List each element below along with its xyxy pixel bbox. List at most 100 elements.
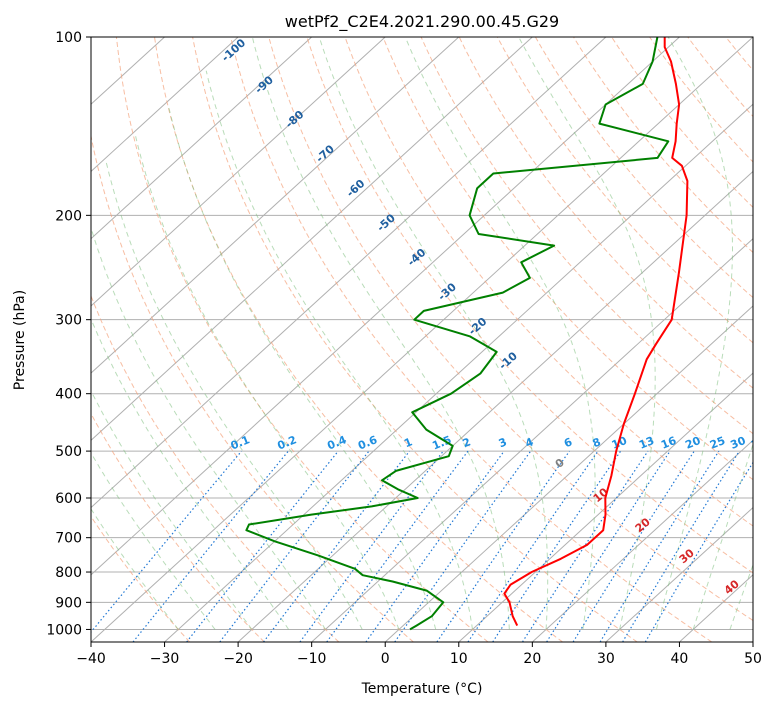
dry-adiabat [725, 37, 753, 72]
chart-title: wetPf2_C2E4.2021.290.00.45.G29 [285, 12, 559, 32]
dry-adiabat-label: -90 [252, 73, 276, 96]
x-tick-label: −20 [223, 651, 253, 667]
moist-adiabat [91, 317, 290, 630]
isotherm [91, 37, 386, 307]
dry-adiabat [230, 37, 713, 642]
dry-adiabat [611, 37, 753, 209]
mixing-ratio-label: 16 [659, 434, 678, 452]
mixing-ratio-line [186, 450, 339, 642]
dry-adiabat [91, 133, 414, 642]
mixing-ratio-line [599, 450, 720, 642]
isotherm [752, 641, 753, 642]
moist-adiabat [318, 37, 549, 630]
plot-frame [90, 36, 754, 643]
mixing-ratio-line [492, 450, 622, 642]
moist-adiabat [91, 451, 216, 630]
moist-adiabat [167, 104, 437, 630]
mixing-ratio-line [365, 450, 505, 642]
mixing-ratio-line [299, 450, 444, 642]
y-tick-label: 100 [55, 30, 82, 46]
dry-adiabat-label: -40 [405, 246, 429, 269]
mixing-ratio-label: 30 [729, 434, 748, 452]
mixing-ratio-line [467, 450, 599, 642]
isotherm [237, 170, 753, 642]
mixing-ratio-line [326, 450, 469, 642]
moist-adiabat [518, 37, 656, 630]
mixing-ratio-label: 13 [637, 434, 656, 452]
mixing-ratio-line [622, 450, 740, 642]
mixing-ratio-line [263, 450, 410, 642]
mixing-ratio-label: 0.4 [325, 433, 348, 452]
mixing-ratio-line [219, 450, 370, 642]
mixing-ratio-label: 3 [497, 435, 509, 450]
y-tick-label: 200 [55, 208, 82, 224]
dry-adiabat-label: -10 [496, 349, 520, 372]
isotherm [91, 37, 460, 374]
x-tick-label: 20 [523, 651, 541, 667]
dry-adiabat [649, 37, 753, 163]
dry-adiabat-label: -100 [219, 36, 248, 64]
x-tick-label: −40 [76, 651, 106, 667]
y-axis: 100 200 300 400 500 600 700 800 900 1000 [46, 30, 91, 638]
mixing-ratio-line [436, 450, 570, 642]
y-tick-label: 800 [55, 565, 82, 581]
dry-adiabat [268, 37, 753, 622]
dry-adiabat [115, 37, 489, 642]
dewpoint-profile [245, 37, 670, 631]
moist-adiabat [251, 37, 510, 630]
dry-adiabat [420, 37, 753, 435]
mixing-ratio-label: 8 [591, 435, 603, 450]
dry-adiabat [764, 37, 775, 642]
mixing-ratio-line [394, 450, 532, 642]
mixing-ratio-line [572, 450, 695, 642]
y-tick-label: 500 [55, 444, 82, 460]
dry-adiabat [192, 37, 638, 642]
x-tick-label: 30 [597, 651, 615, 667]
y-tick-label: 900 [55, 595, 82, 611]
dry-adiabat [687, 37, 753, 118]
x-axis-title: Temperature (°C) [361, 681, 483, 697]
y-tick-label: 300 [55, 313, 82, 329]
isotherm [384, 305, 753, 642]
moist-adiabat [692, 442, 753, 630]
mixing-ratio-label: 25 [708, 434, 727, 452]
dry-adiabat [534, 37, 753, 299]
mixing-ratio-label: 6 [562, 435, 574, 450]
dry-adiabat-label: -70 [313, 142, 337, 165]
mixing-ratio-line [546, 450, 671, 642]
mixing-ratio-label: 20 [683, 434, 702, 452]
isotherm [91, 37, 753, 642]
moist-adiabat [655, 37, 733, 630]
dry-adiabat [306, 37, 753, 574]
isotherm [605, 506, 753, 642]
x-tick-label: 50 [744, 651, 762, 667]
mixing-ratio-line [91, 450, 242, 633]
x-tick-label: 10 [450, 651, 468, 667]
mixing-ratio-label: 1.5 [430, 433, 453, 452]
moist-adiabat [404, 37, 596, 630]
dry-adiabat-label: -30 [435, 280, 459, 303]
moist-adiabat [105, 160, 363, 630]
dry-adiabat [344, 37, 753, 527]
background-lines [91, 37, 775, 642]
isotherm [458, 372, 753, 642]
mixing-ratio-line [521, 450, 649, 642]
isotherm [531, 439, 753, 642]
moist-adiabat-label: 30 [677, 546, 697, 566]
mixing-ratio-label: 2 [461, 435, 473, 450]
x-tick-label: 0 [381, 651, 390, 667]
y-axis-title: Pressure (hPa) [12, 290, 28, 390]
moist-adiabat [91, 389, 253, 630]
mixing-ratio-label: 0.6 [356, 433, 379, 452]
moist-adiabat-label: 20 [633, 515, 653, 535]
dry-adiabat [91, 515, 191, 642]
mixing-ratio-label: 0.1 [229, 433, 252, 452]
x-axis: −40 −30 −20 −10 0 10 20 30 40 50 [76, 642, 762, 667]
dry-adiabat-label: -50 [374, 211, 398, 234]
dry-adiabat-label: -60 [344, 177, 368, 200]
dry-adiabat [91, 412, 265, 642]
isotherm [91, 37, 313, 240]
isotherm [91, 37, 607, 509]
dry-adiabat [496, 37, 753, 344]
